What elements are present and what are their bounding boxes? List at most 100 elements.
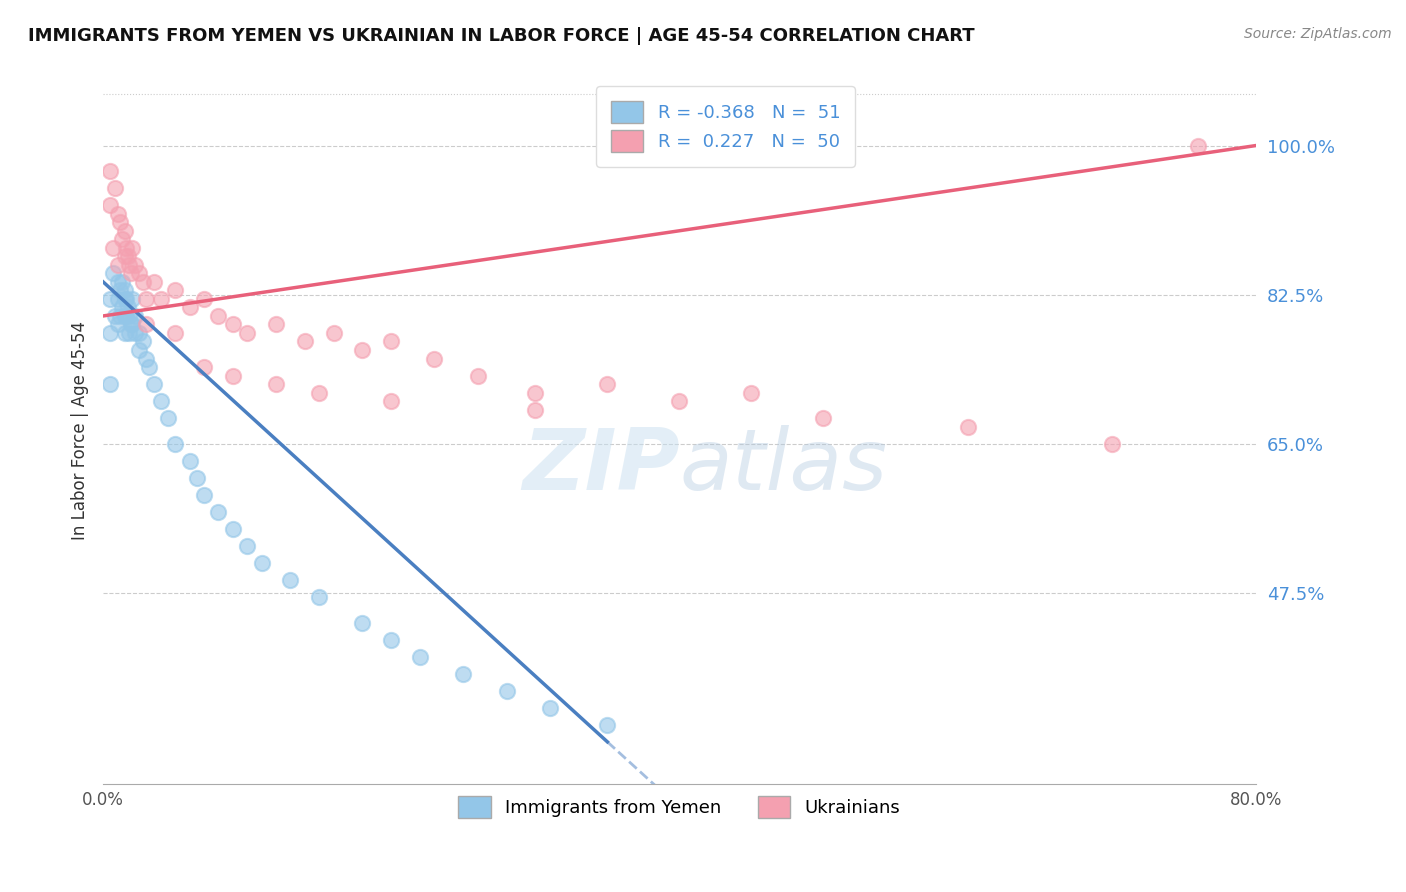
Point [409, 649, 432, 664]
Point [107, 207, 129, 221]
Legend: Immigrants from Yemen, Ukrainians: Immigrants from Yemen, Ukrainians [451, 789, 908, 825]
Point [117, 249, 139, 263]
Point [495, 683, 517, 698]
Point [264, 318, 287, 332]
Y-axis label: In Labor Force | Age 45-54: In Labor Force | Age 45-54 [72, 321, 89, 541]
Point [308, 385, 330, 400]
Point [114, 292, 136, 306]
Point [115, 292, 138, 306]
Point [453, 666, 475, 681]
Point [111, 275, 134, 289]
Point [740, 385, 762, 400]
Text: Source: ZipAtlas.com: Source: ZipAtlas.com [1244, 27, 1392, 41]
Point [98, 198, 121, 212]
Point [596, 377, 619, 392]
Point [104, 309, 127, 323]
Point [104, 181, 127, 195]
Point [524, 402, 547, 417]
Point [98, 164, 121, 178]
Point [264, 377, 287, 392]
Point [1187, 138, 1209, 153]
Point [114, 326, 136, 340]
Point [308, 590, 330, 604]
Point [103, 241, 125, 255]
Point [117, 301, 139, 315]
Point [813, 411, 835, 425]
Point [156, 411, 179, 425]
Point [250, 556, 273, 570]
Point [132, 275, 155, 289]
Point [128, 266, 150, 280]
Point [236, 326, 259, 340]
Point [149, 394, 172, 409]
Point [193, 488, 215, 502]
Point [118, 326, 141, 340]
Point [135, 351, 157, 366]
Point [110, 309, 132, 323]
Point [524, 385, 547, 400]
Point [118, 258, 141, 272]
Point [380, 334, 402, 349]
Point [179, 301, 201, 315]
Text: ZIP: ZIP [522, 425, 679, 508]
Point [110, 215, 132, 229]
Point [380, 394, 402, 409]
Text: IMMIGRANTS FROM YEMEN VS UKRAINIAN IN LABOR FORCE | AGE 45-54 CORRELATION CHART: IMMIGRANTS FROM YEMEN VS UKRAINIAN IN LA… [28, 27, 974, 45]
Point [98, 326, 121, 340]
Point [114, 284, 136, 298]
Point [121, 318, 143, 332]
Point [115, 309, 138, 323]
Point [149, 292, 172, 306]
Point [124, 326, 146, 340]
Point [165, 284, 187, 298]
Point [114, 249, 136, 263]
Point [115, 241, 138, 255]
Point [138, 359, 160, 374]
Point [423, 351, 446, 366]
Point [222, 368, 245, 383]
Point [1101, 436, 1123, 450]
Point [186, 471, 208, 485]
Point [128, 326, 150, 340]
Point [110, 284, 132, 298]
Point [142, 377, 165, 392]
Point [280, 573, 302, 587]
Point [222, 522, 245, 536]
Point [98, 292, 121, 306]
Point [120, 318, 142, 332]
Point [380, 632, 402, 647]
Point [111, 301, 134, 315]
Point [165, 326, 187, 340]
Point [193, 359, 215, 374]
Text: atlas: atlas [679, 425, 887, 508]
Point [132, 334, 155, 349]
Point [111, 232, 134, 246]
Point [467, 368, 489, 383]
Point [135, 318, 157, 332]
Point [179, 454, 201, 468]
Point [118, 309, 141, 323]
Point [165, 436, 187, 450]
Point [207, 505, 229, 519]
Point [128, 343, 150, 357]
Point [124, 258, 146, 272]
Point [236, 539, 259, 553]
Point [668, 394, 690, 409]
Point [107, 275, 129, 289]
Point [956, 419, 979, 434]
Point [107, 292, 129, 306]
Point [121, 292, 143, 306]
Point [103, 266, 125, 280]
Point [135, 292, 157, 306]
Point [120, 266, 142, 280]
Point [114, 309, 136, 323]
Point [98, 377, 121, 392]
Point [322, 326, 344, 340]
Point [222, 318, 245, 332]
Point [142, 275, 165, 289]
Point [207, 309, 229, 323]
Point [294, 334, 316, 349]
Point [107, 318, 129, 332]
Point [121, 241, 143, 255]
Point [352, 615, 374, 630]
